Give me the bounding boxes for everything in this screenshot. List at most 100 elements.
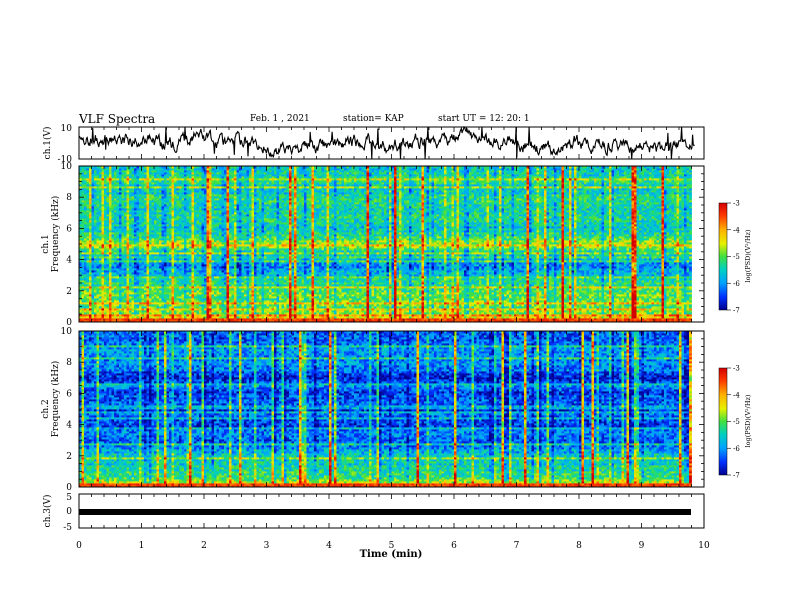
spectrogram-cell	[111, 276, 115, 279]
spectrogram-cell	[116, 316, 120, 319]
spectrogram-cell	[119, 268, 122, 271]
spectrogram-cell	[104, 192, 107, 195]
spectrogram-cell	[114, 250, 117, 253]
spectrogram-cell	[116, 310, 120, 313]
spectrogram-cell	[99, 292, 102, 295]
spectrogram-cell	[119, 296, 122, 299]
spectrogram-cell	[81, 284, 85, 287]
spectrogram-cell	[99, 252, 102, 255]
spectrogram-cell	[99, 260, 102, 263]
spectrogram-cell	[129, 250, 132, 253]
spectrogram-cell	[109, 214, 112, 217]
spectrogram-cell	[89, 276, 92, 279]
spectrogram-cell	[101, 256, 105, 259]
spectrogram-cell	[114, 222, 117, 225]
spectrogram-cell	[111, 300, 115, 303]
spectrogram-cell	[94, 240, 97, 243]
spectrogram-cell	[124, 284, 127, 287]
spectrogram-cell	[119, 208, 122, 211]
spectrogram-cell	[109, 266, 112, 269]
spectrogram-cell	[119, 320, 122, 323]
spectrogram-cell	[101, 294, 105, 297]
spectrogram-cell	[96, 252, 100, 255]
station-label: station= KAP	[343, 114, 404, 124]
spectrogram-cell	[89, 224, 92, 227]
spectrogram-cell	[106, 282, 110, 285]
spectrogram-cell	[121, 258, 125, 261]
spectrogram-cell	[121, 296, 125, 299]
spectrogram-cell	[116, 234, 120, 237]
ch1-waveform-line	[78, 126, 695, 160]
spectrogram-cell	[94, 284, 97, 287]
spectrogram-cell	[111, 232, 115, 235]
spectrogram-cell	[119, 270, 122, 273]
spectrogram-cell	[86, 248, 90, 251]
spectrogram-cell	[81, 206, 85, 209]
spectrogram-cell	[129, 310, 132, 313]
spectrogram-cell	[129, 320, 132, 323]
spectrogram-cell	[104, 282, 107, 285]
spectrogram-cell	[121, 312, 125, 315]
spectrogram-cell	[126, 290, 130, 293]
spectrogram-cell	[126, 168, 130, 171]
spectrogram-cell	[124, 240, 127, 243]
spectrogram-cell	[99, 226, 102, 229]
spectrogram-cell	[79, 316, 82, 319]
spectrogram-cell	[106, 250, 110, 253]
spectrogram-cell	[99, 214, 102, 217]
spectrogram-cell	[114, 306, 117, 309]
spectrogram-cell	[94, 180, 97, 183]
spectrogram-cell	[126, 248, 130, 251]
spectrogram-cell	[109, 280, 112, 283]
spectrogram-cell	[81, 278, 85, 281]
spectrogram-cell	[96, 320, 100, 323]
spectrogram-cell	[119, 312, 122, 315]
spectrogram-cell	[89, 302, 92, 305]
spectrogram-cell	[96, 228, 100, 231]
spectrogram-cell	[124, 228, 127, 231]
spectrogram-cell	[114, 186, 117, 189]
spectrogram-cell	[91, 248, 95, 251]
spectrogram-cell	[109, 202, 112, 205]
spectrogram-cell	[121, 208, 125, 211]
spectrogram-cell	[89, 186, 92, 189]
spectrogram-cell	[79, 264, 82, 267]
spectrogram-cell	[89, 172, 92, 175]
spectrogram-cell	[126, 216, 130, 219]
spectrogram-cell	[86, 210, 90, 213]
spectrogram-cell	[94, 272, 97, 275]
spectrogram-cell	[81, 288, 85, 291]
spectrogram-cell	[81, 194, 85, 197]
spectrogram-cell	[96, 226, 100, 229]
spectrogram-cell	[96, 260, 100, 263]
spectrogram-cell	[124, 202, 127, 205]
spectrogram-cell	[109, 320, 112, 323]
spectrogram-cell	[79, 184, 82, 187]
spectrogram-cell	[116, 264, 120, 267]
spectrogram-cell	[86, 282, 90, 285]
spectrogram-cell	[104, 222, 107, 225]
spectrogram-cell	[111, 194, 115, 197]
spectrogram-cell	[106, 198, 110, 201]
spectrogram-cell	[81, 186, 85, 189]
spectrogram-cell	[91, 250, 95, 253]
spectrogram-cell	[101, 238, 105, 241]
spectrogram-cell	[101, 240, 105, 243]
spectrogram-cell	[111, 282, 115, 285]
spectrogram-cell	[79, 216, 82, 219]
spectrogram-cell	[121, 172, 125, 175]
spectrogram-cell	[81, 242, 85, 245]
spectrogram-cell	[86, 204, 90, 207]
spectrogram-cell	[116, 286, 120, 289]
spectrogram-cell	[79, 302, 82, 305]
spectrogram-cell	[109, 194, 112, 197]
spectrogram-cell	[126, 202, 130, 205]
spectrogram-cell	[129, 220, 132, 223]
spectrogram-cell	[99, 308, 102, 311]
spectrogram-cell	[79, 298, 82, 301]
spectrogram-cell	[124, 316, 127, 319]
spectrogram-cell	[104, 238, 107, 241]
spectrogram-cell	[94, 190, 97, 193]
spectrogram-cell	[126, 288, 130, 291]
spectrogram-cell	[99, 246, 102, 249]
